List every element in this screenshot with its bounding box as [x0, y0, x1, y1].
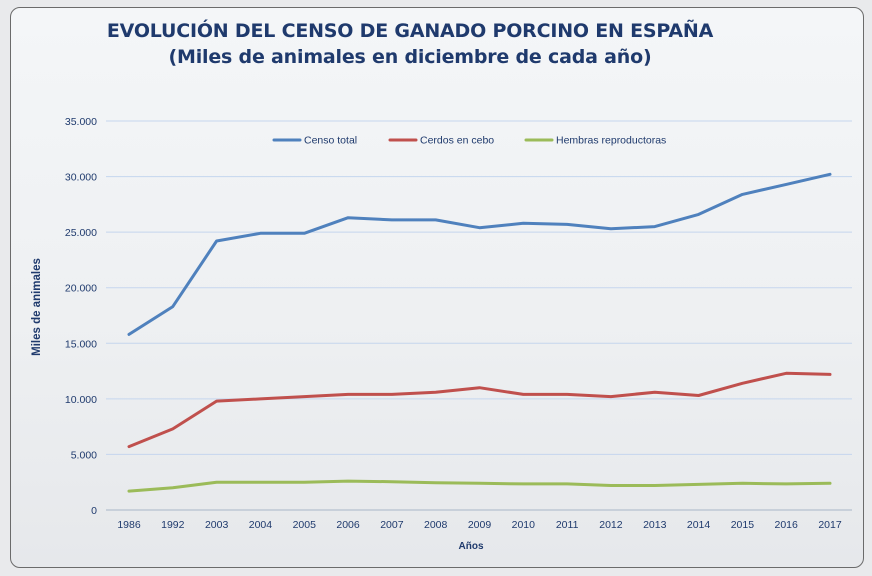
x-tick-label: 2015	[731, 519, 755, 531]
x-tick-label: 1992	[161, 519, 185, 531]
x-tick-label: 2017	[818, 519, 842, 531]
x-tick-label: 2010	[512, 519, 536, 531]
x-tick-label: 2007	[380, 519, 404, 531]
x-tick-label: 2008	[424, 519, 448, 531]
x-tick-label: 2014	[687, 519, 711, 531]
series-line-1	[127, 172, 832, 336]
x-tick-label: 2011	[556, 519, 579, 531]
y-tick-label: 10.000	[65, 394, 97, 406]
x-tick-label: 2009	[468, 519, 492, 531]
x-tick-label: 2016	[775, 519, 799, 531]
x-tick-label: 2005	[293, 519, 317, 531]
series-line-2	[127, 371, 832, 449]
x-tick-label: 2012	[599, 519, 623, 531]
y-tick-label: 0	[91, 505, 97, 517]
chart-subtitle: (Miles de animales en diciembre de cada …	[168, 46, 652, 68]
y-tick-label: 15.000	[65, 338, 97, 350]
legend-label-2: Cerdos en cebo	[420, 135, 494, 147]
x-tick-label: 2013	[643, 519, 667, 531]
y-tick-label: 25.000	[65, 227, 97, 239]
legend-label-1: Censo total	[304, 135, 357, 147]
y-tick-label: 20.000	[65, 283, 97, 295]
y-axis-label: Miles de animales	[31, 258, 43, 356]
legend-label-3: Hembras reproductoras	[556, 135, 666, 147]
series-line-3	[127, 479, 832, 493]
chart-title-block: EVOLUCIÓN DEL CENSO DE GANADO PORCINO EN…	[0, 18, 820, 70]
y-tick-label: 35.000	[65, 116, 97, 128]
y-tick-label: 5.000	[71, 449, 97, 461]
y-tick-label: 30.000	[65, 172, 97, 184]
x-tick-label: 2003	[205, 519, 229, 531]
x-tick-label: 1986	[117, 519, 141, 531]
x-axis-label: Años	[459, 541, 484, 552]
chart-title: EVOLUCIÓN DEL CENSO DE GANADO PORCINO EN…	[106, 20, 714, 42]
x-tick-label: 2006	[336, 519, 360, 531]
x-tick-label: 2004	[249, 519, 273, 531]
